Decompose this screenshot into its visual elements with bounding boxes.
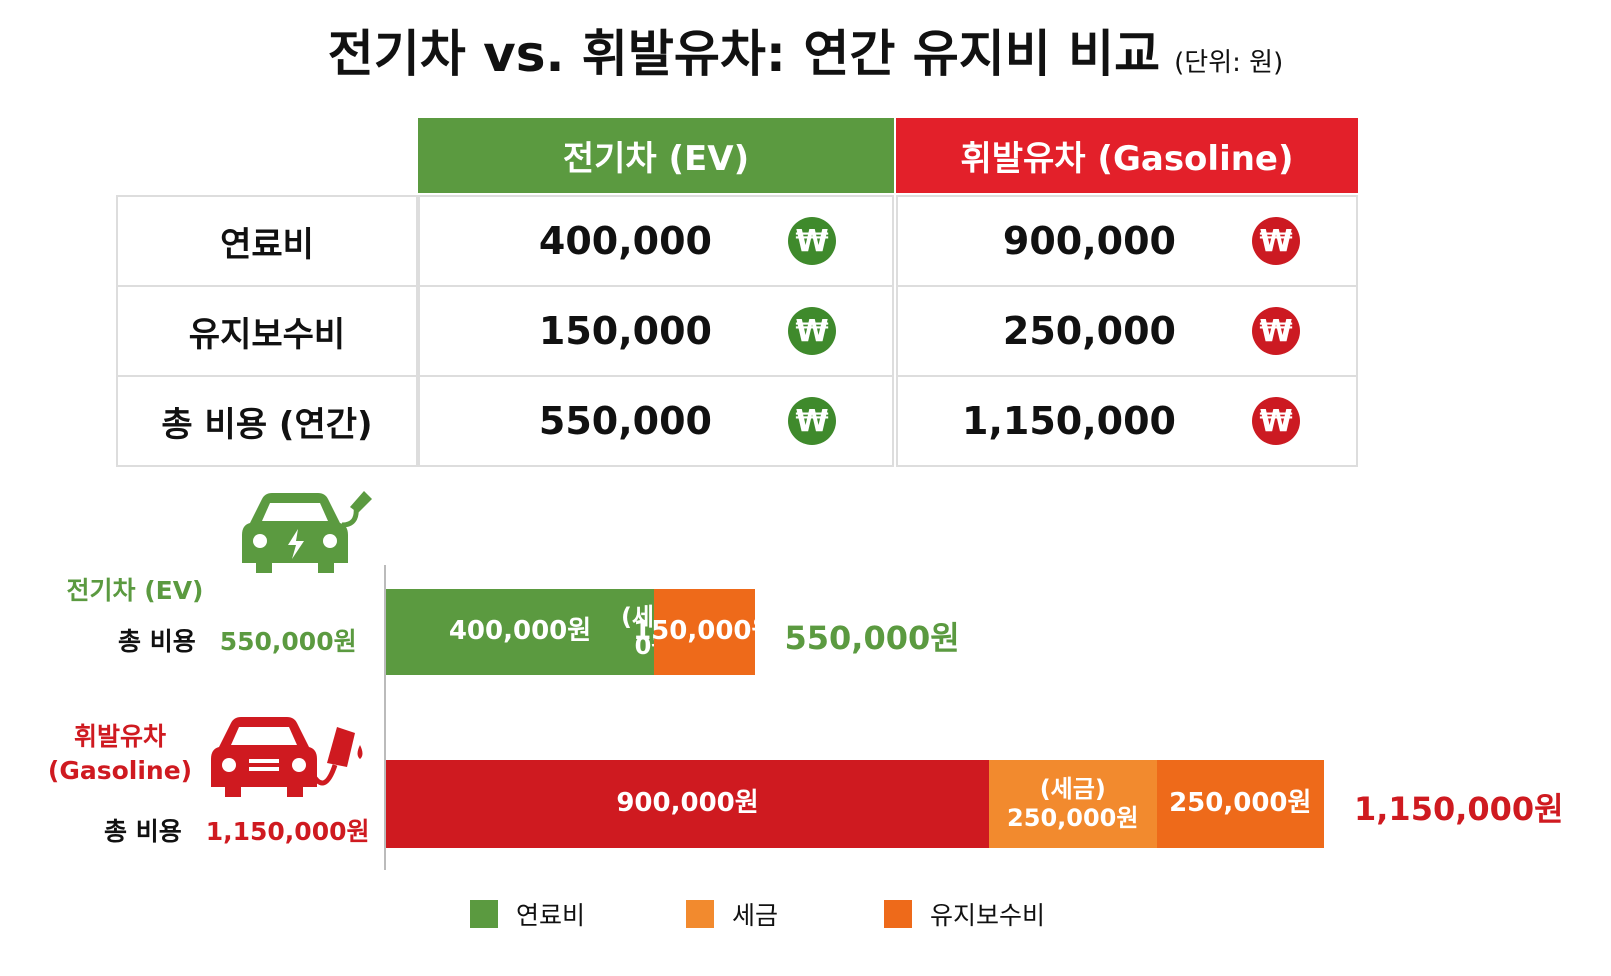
- bar-segment: (세금) 250,000원: [989, 760, 1157, 848]
- total-label: 550,000원: [784, 619, 960, 657]
- axis-line: [384, 565, 386, 870]
- value-label: 400,000원: [448, 616, 592, 647]
- bar-segment: 150,000원: [633, 589, 775, 675]
- table-header: 휘발유차 (Gasoline): [896, 118, 1358, 193]
- total-label: 1,150,000원: [1354, 790, 1564, 828]
- title: 전기차 vs. 휘발유차: 연간 유지비 비교 (단위: 원): [0, 14, 1611, 86]
- value-label: 250,000원: [1169, 788, 1312, 819]
- category-label: 전기차 (EV): [66, 576, 204, 605]
- row-label: 연료비: [116, 195, 418, 287]
- title-text: 전기차 vs. 휘발유차: 연간 유지비 비교: [327, 25, 1161, 83]
- total-caption: 총 비용 1,150,000원: [104, 812, 369, 848]
- table-value: 400,000: [418, 195, 894, 287]
- legend-label: 연료비: [516, 901, 586, 930]
- caption-text: 총 비용: [104, 817, 182, 846]
- bar-segment: 400,000원: [386, 589, 654, 675]
- value-label: 250,000원: [1007, 804, 1139, 832]
- row-label: 유지보수비: [116, 285, 418, 377]
- caption-total: 550,000원: [219, 627, 357, 656]
- currency-icon: ₩: [1252, 307, 1300, 355]
- currency-icon: ₩: [1252, 397, 1300, 445]
- category-label: 휘발유차 (Gasoline): [47, 722, 193, 785]
- legend-label: 유지보수비: [930, 901, 1046, 930]
- gas-car-icon: [211, 717, 363, 797]
- value-label: 150,000원: [633, 616, 776, 647]
- legend-swatch: [686, 900, 714, 928]
- table-header: 전기차 (EV): [418, 118, 894, 193]
- legend-swatch: [884, 900, 912, 928]
- table-value: 550,000: [418, 375, 894, 467]
- ev-car-icon: [242, 491, 372, 573]
- total-caption: 총 비용 550,000원: [118, 622, 357, 658]
- legend-item: 세금: [686, 896, 778, 932]
- caption-text: 총 비용: [118, 627, 196, 656]
- unit: (단위: 원): [1174, 48, 1284, 78]
- legend-item: 연료비: [470, 896, 585, 932]
- row-label: 총 비용 (연간): [116, 375, 418, 467]
- bar-segment: 250,000원: [1156, 760, 1324, 848]
- legend-item: 유지보수비: [884, 896, 1045, 932]
- currency-icon: ₩: [788, 307, 836, 355]
- legend-swatch: [470, 900, 498, 928]
- currency-icon: ₩: [788, 217, 836, 265]
- bar-segment: 900,000원: [386, 760, 989, 848]
- value-label: (세금): [1039, 775, 1106, 804]
- currency-icon: ₩: [788, 397, 836, 445]
- currency-icon: ₩: [1252, 217, 1300, 265]
- value-label: 900,000원: [616, 788, 759, 819]
- table-value: 1,150,000: [896, 375, 1358, 467]
- legend-label: 세금: [732, 901, 779, 930]
- caption-total: 1,150,000원: [205, 817, 370, 846]
